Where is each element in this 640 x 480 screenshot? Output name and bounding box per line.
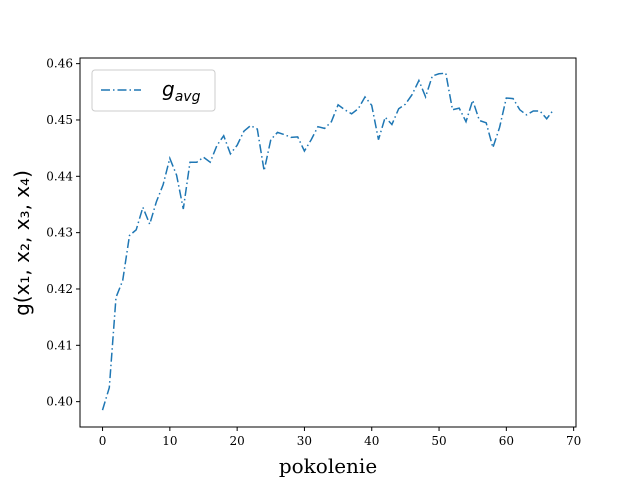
x-tick-label: 50 — [431, 434, 446, 448]
y-tick-label: 0.44 — [46, 169, 73, 183]
y-axis-label: g(x₁, x₂, x₃, x₄) — [10, 170, 34, 316]
x-tick-label: 70 — [566, 434, 581, 448]
y-tick-label: 0.41 — [46, 338, 73, 352]
legend-label: gavg — [162, 77, 201, 105]
y-tick-label: 0.43 — [46, 226, 73, 240]
x-axis-label: pokolenie — [279, 454, 377, 478]
x-tick-label: 10 — [162, 434, 177, 448]
y-tick-label: 0.42 — [46, 282, 73, 296]
legend-label-subscript: avg — [175, 89, 201, 105]
x-axis-ticks: 0 10 20 30 40 50 60 70 — [99, 427, 581, 448]
legend-box — [91, 69, 216, 112]
y-axis-ticks: 0.40 0.41 0.42 0.43 0.44 0.45 0.46 — [46, 57, 80, 409]
x-tick-label: 20 — [230, 434, 245, 448]
legend-label-main: g — [162, 77, 175, 101]
y-tick-label: 0.46 — [46, 57, 73, 71]
x-tick-label: 40 — [364, 434, 379, 448]
y-tick-label: 0.40 — [46, 395, 73, 409]
plot-area — [80, 58, 576, 427]
x-tick-label: 30 — [297, 434, 312, 448]
plot-frame — [79, 57, 577, 428]
x-tick-label: 0 — [99, 434, 107, 448]
y-tick-label: 0.45 — [46, 113, 73, 127]
x-tick-label: 60 — [499, 434, 514, 448]
series-line-g-avg — [101, 72, 555, 411]
legend: gavg — [91, 69, 216, 112]
